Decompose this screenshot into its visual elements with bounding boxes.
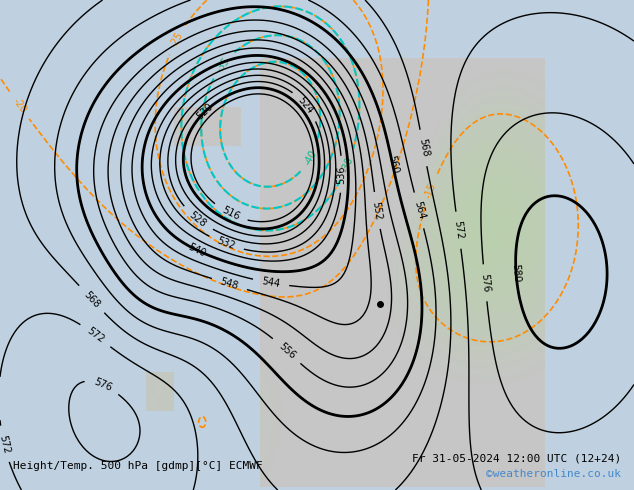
Text: 572: 572 <box>0 434 11 454</box>
Text: 544: 544 <box>261 276 281 289</box>
Text: 560: 560 <box>385 154 399 174</box>
Text: -40: -40 <box>302 148 318 167</box>
Text: -35: -35 <box>214 55 232 74</box>
Text: 524: 524 <box>296 95 316 116</box>
Text: 520: 520 <box>195 102 215 122</box>
Text: -15: -15 <box>424 182 438 200</box>
Text: 572: 572 <box>85 326 106 345</box>
Text: Fr 31-05-2024 12:00 UTC (12+24): Fr 31-05-2024 12:00 UTC (12+24) <box>412 453 621 463</box>
Text: 552: 552 <box>371 200 384 220</box>
Text: 536: 536 <box>337 165 347 184</box>
Text: Height/Temp. 500 hPa [gdmp][°C] ECMWF: Height/Temp. 500 hPa [gdmp][°C] ECMWF <box>13 462 262 471</box>
Text: -25: -25 <box>169 30 185 49</box>
Text: 576: 576 <box>479 273 491 293</box>
Text: 540: 540 <box>186 242 207 258</box>
Text: 548: 548 <box>219 276 240 292</box>
Text: 572: 572 <box>452 220 465 240</box>
Text: -20: -20 <box>11 96 28 115</box>
Text: 516: 516 <box>220 205 241 222</box>
Text: -30: -30 <box>340 155 356 173</box>
Text: -40: -40 <box>302 148 318 167</box>
Text: 568: 568 <box>417 138 430 158</box>
Text: 564: 564 <box>412 200 426 220</box>
Text: -35: -35 <box>214 55 232 74</box>
Text: -30: -30 <box>340 155 356 173</box>
Text: 532: 532 <box>216 236 236 252</box>
Text: 528: 528 <box>187 209 208 229</box>
Text: 580: 580 <box>510 264 522 283</box>
Text: 576: 576 <box>92 376 113 393</box>
Text: 568: 568 <box>82 289 101 310</box>
Text: 556: 556 <box>276 341 297 361</box>
Text: ©weatheronline.co.uk: ©weatheronline.co.uk <box>486 469 621 479</box>
